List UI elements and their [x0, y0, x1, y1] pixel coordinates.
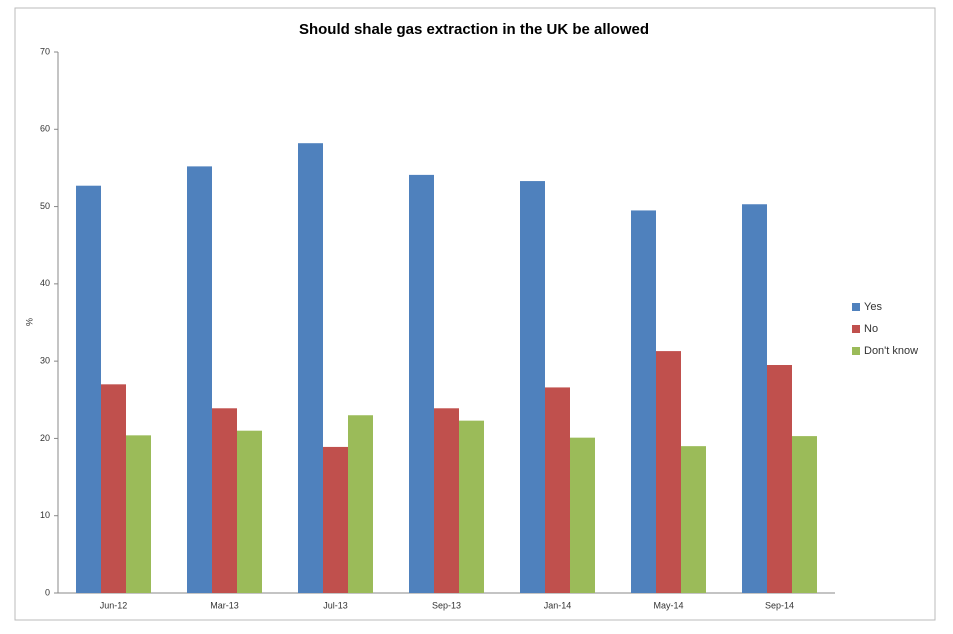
bar — [792, 436, 817, 593]
y-axis-label: % — [24, 318, 34, 326]
bar — [323, 446, 348, 593]
y-tick-label: 20 — [40, 433, 50, 443]
x-tick-label: Jun-12 — [100, 600, 128, 610]
bar — [742, 204, 767, 593]
y-tick-label: 60 — [40, 124, 50, 134]
bar — [520, 181, 545, 593]
bar — [101, 384, 126, 593]
legend-swatch — [852, 303, 860, 311]
y-tick-label: 30 — [40, 356, 50, 366]
bar — [126, 435, 151, 593]
bar — [545, 387, 570, 593]
y-tick-label: 40 — [40, 278, 50, 288]
bar — [348, 415, 373, 593]
bar — [298, 143, 323, 593]
x-tick-label: Sep-14 — [765, 600, 794, 610]
bar — [237, 430, 262, 593]
bar — [187, 166, 212, 593]
y-tick-label: 50 — [40, 201, 50, 211]
y-tick-label: 10 — [40, 510, 50, 520]
x-tick-label: Jul-13 — [323, 600, 348, 610]
x-tick-label: Mar-13 — [210, 600, 239, 610]
bar — [570, 437, 595, 593]
bar — [409, 174, 434, 594]
x-tick-label: Sep-13 — [432, 600, 461, 610]
bar — [656, 351, 681, 593]
bar — [767, 365, 792, 593]
y-tick-label: 70 — [40, 46, 50, 56]
bar — [434, 408, 459, 593]
legend-label: No — [864, 323, 878, 335]
bar — [681, 446, 706, 593]
bar — [212, 408, 237, 593]
legend-label: Don't know — [864, 345, 918, 357]
y-tick-label: 0 — [45, 587, 50, 597]
bar — [76, 185, 101, 593]
legend-swatch — [852, 347, 860, 355]
chart-frame — [14, 7, 936, 621]
bar — [631, 210, 656, 593]
legend-swatch — [852, 325, 860, 333]
bar — [459, 420, 484, 593]
x-tick-label: May-14 — [653, 600, 683, 610]
legend-label: Yes — [864, 301, 882, 313]
chart-title: Should shale gas extraction in the UK be… — [299, 21, 649, 38]
x-tick-label: Jan-14 — [544, 600, 572, 610]
